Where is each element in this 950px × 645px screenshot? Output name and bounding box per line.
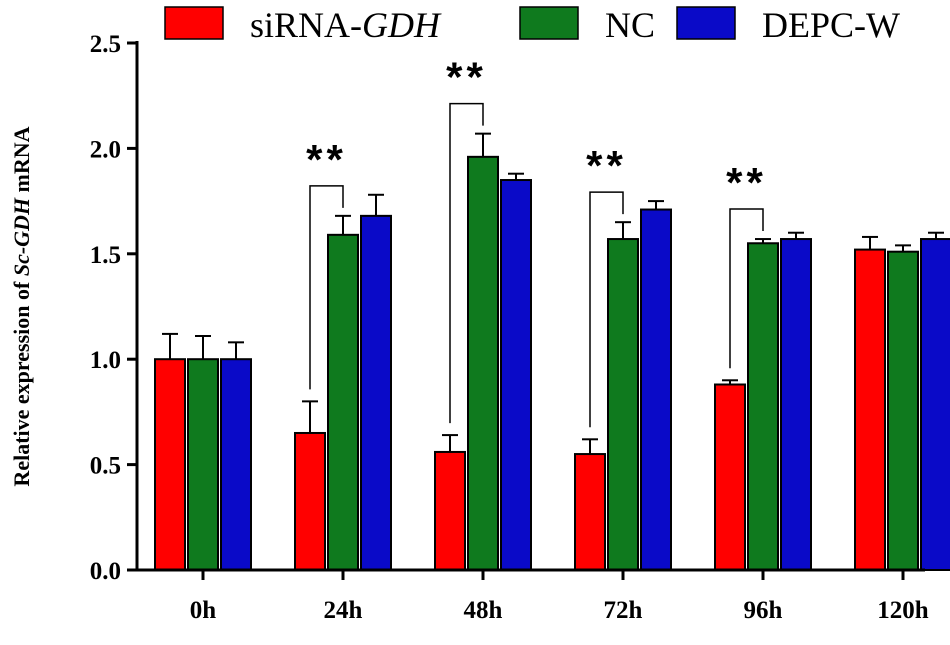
x-tick-label: 72h: [604, 597, 643, 624]
y-tick-label: 0.5: [90, 453, 121, 480]
x-tick-label: 24h: [324, 597, 363, 624]
x-tick-label: 120h: [877, 597, 929, 624]
bar-24h-2: [360, 214, 392, 572]
bar-96h-1: [747, 242, 779, 571]
bar-24h-0: [294, 431, 326, 572]
bar-120h-0: [854, 248, 886, 571]
y-tick-label: 1.5: [90, 242, 121, 269]
significance-bracket-24h: [309, 185, 344, 390]
y-tick-label: 1.0: [90, 347, 121, 374]
significance-label-96h: **: [726, 159, 767, 206]
x-tick-label: 96h: [744, 597, 783, 624]
significance-bracket-72h: [589, 191, 624, 428]
bar-72h-2: [640, 208, 672, 571]
significance-label-48h: **: [446, 54, 487, 101]
bar-96h-0: [714, 383, 746, 571]
legend-label-1: NC: [605, 5, 655, 45]
legend-swatch-0: [164, 6, 224, 40]
significance-bracket-96h: [729, 208, 764, 369]
significance-label-72h: **: [586, 142, 627, 189]
bar-72h-1: [607, 238, 639, 571]
x-tick-label: 0h: [190, 597, 217, 624]
bar-0h-2: [220, 358, 252, 572]
bar-48h-1: [467, 155, 499, 571]
significance-label-24h: **: [306, 136, 347, 183]
bar-24h-1: [327, 233, 359, 571]
y-axis-label: Relative expression of Sc-GDH mRNA: [9, 126, 34, 486]
legend-label-0: siRNA-GDH: [250, 5, 442, 45]
legend-swatch-1: [519, 6, 579, 40]
bar-0h-1: [187, 358, 219, 572]
x-tick-label: 48h: [464, 597, 503, 624]
bar-48h-0: [434, 450, 466, 571]
legend-label-2: DEPC-W: [762, 5, 900, 45]
bar-120h-1: [887, 250, 919, 572]
bar-48h-2: [500, 179, 532, 572]
legend-swatch-2: [676, 6, 736, 40]
bar-72h-0: [574, 453, 606, 571]
y-tick-label: 2.0: [90, 136, 121, 163]
significance-bracket-48h: [449, 102, 484, 424]
y-tick-label: 2.5: [90, 31, 121, 58]
y-tick-label: 0.0: [90, 558, 121, 585]
bar-120h-2: [920, 238, 950, 571]
bar-96h-2: [780, 238, 812, 571]
bar-0h-0: [154, 358, 186, 572]
